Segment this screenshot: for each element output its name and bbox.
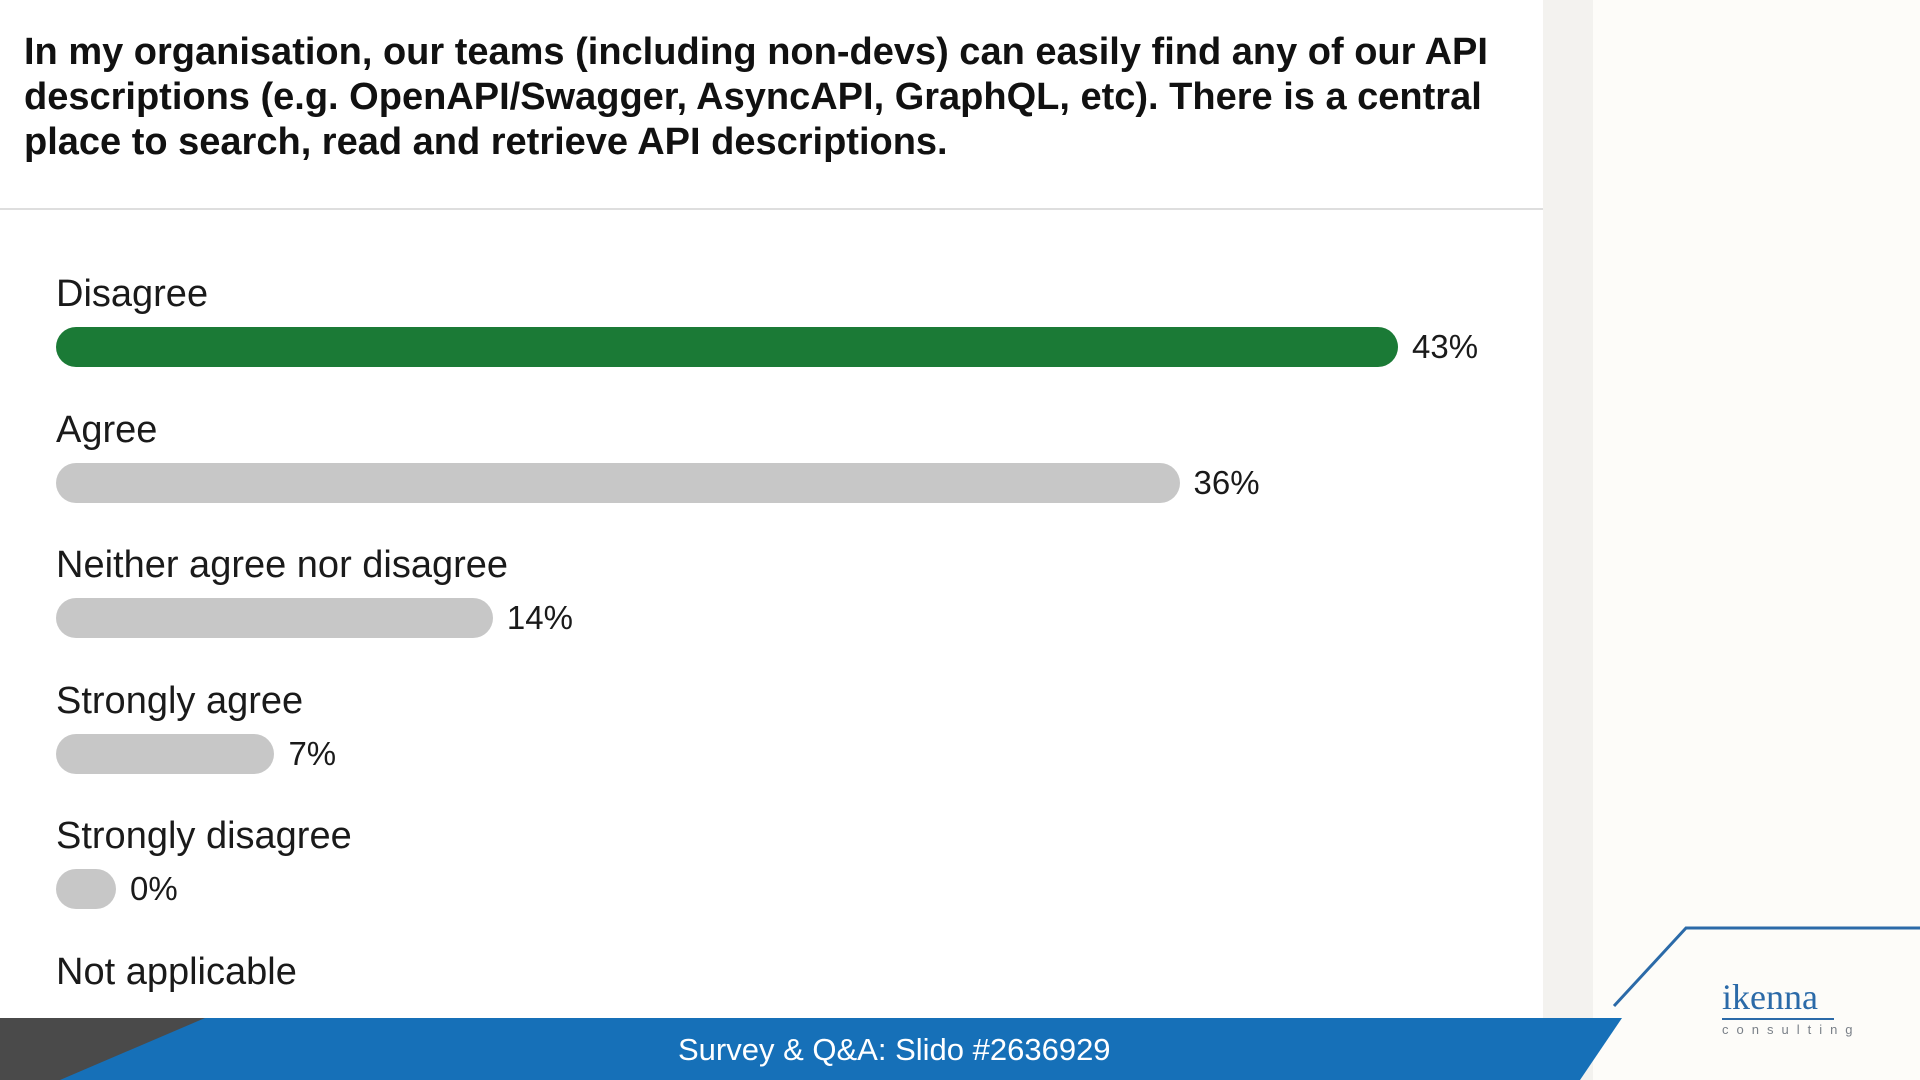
question-divider — [0, 208, 1543, 210]
result-percentage: 7% — [288, 734, 337, 772]
option-label: Disagree — [56, 273, 209, 315]
right-side-strip — [1543, 0, 1593, 1080]
result-bar — [56, 462, 1180, 503]
result-bar — [56, 598, 493, 638]
footer-slido-text: Survey & Q&A: Slido #2636929 — [678, 1032, 1111, 1067]
result-percentage: 14% — [506, 599, 573, 636]
logo-underline — [1722, 1018, 1834, 1020]
option-label: Agree — [56, 408, 158, 451]
option-label: Strongly agree — [56, 679, 304, 722]
logo-name: ikenna — [1722, 977, 1818, 1017]
result-bar — [56, 733, 275, 774]
result-percentage: 36% — [1193, 463, 1260, 501]
option-label: Not applicable — [56, 950, 297, 993]
logo-tagline: consulting — [1722, 1022, 1861, 1037]
footer-corner — [0, 1018, 205, 1080]
result-percentage: 0% — [130, 870, 178, 907]
result-bar — [56, 869, 116, 909]
option-label: Strongly disagree — [56, 815, 352, 857]
option-label: Neither agree nor disagree — [56, 544, 509, 586]
result-percentage: 43% — [1412, 328, 1479, 365]
poll-question: In my organisation, our teams (including… — [24, 31, 1488, 163]
right-side-panel — [1543, 0, 1920, 1080]
logo-frame-line — [1612, 926, 1920, 1008]
result-bar — [56, 327, 1398, 367]
footer-bar — [0, 1018, 1622, 1080]
